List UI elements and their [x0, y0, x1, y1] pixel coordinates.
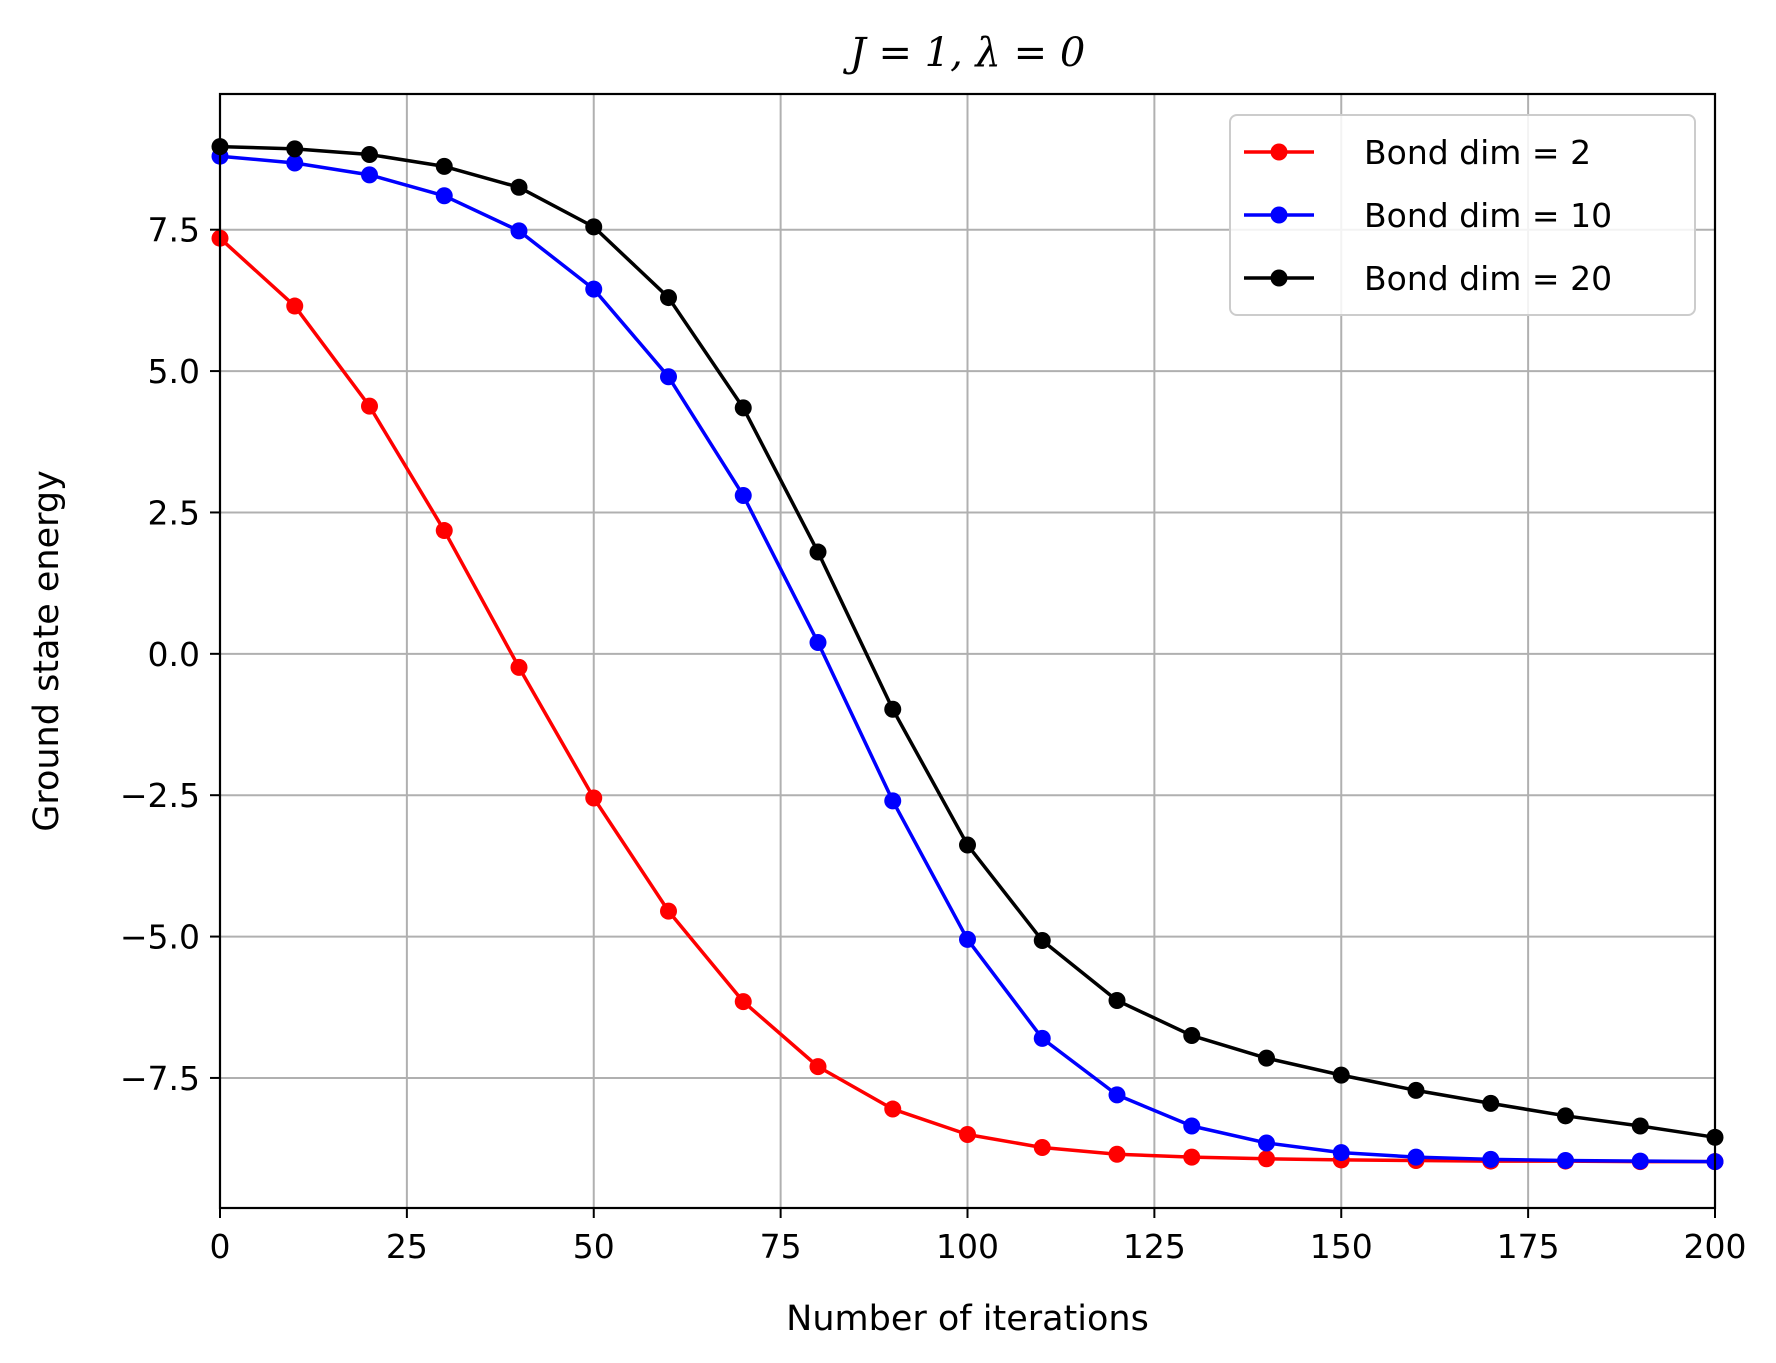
data-point [361, 397, 378, 415]
data-point [1183, 1027, 1201, 1045]
data-point [1183, 1117, 1201, 1135]
data-point [660, 368, 677, 386]
data-point [1407, 1081, 1425, 1099]
x-tick-label: 0 [210, 1227, 231, 1266]
legend-label: Bond dim = 2 [1364, 133, 1591, 172]
data-point [435, 157, 453, 175]
data-point [510, 222, 528, 240]
data-point [585, 280, 603, 298]
legend: Bond dim = 2 Bond dim = 10 Bond dim = 20 [1229, 114, 1696, 316]
data-point [809, 634, 827, 652]
y-tick-label: −2.5 [120, 776, 200, 815]
data-point [1258, 1134, 1275, 1152]
data-point [286, 140, 304, 158]
data-point [435, 187, 453, 205]
data-point [660, 289, 677, 307]
x-tick-label: 200 [1684, 1227, 1747, 1266]
data-point [1108, 991, 1126, 1009]
data-point [884, 792, 902, 810]
data-point [1482, 1094, 1500, 1112]
data-point [1258, 1150, 1275, 1168]
y-axis-label: Ground state energy [27, 470, 67, 832]
data-point [510, 178, 528, 196]
data-point [734, 993, 752, 1011]
legend-box [1229, 114, 1696, 316]
data-point [1557, 1107, 1574, 1125]
x-tick-label: 75 [760, 1227, 802, 1266]
data-point [809, 543, 827, 561]
data-point [1557, 1151, 1574, 1169]
data-point [585, 789, 603, 807]
series-group [211, 138, 1724, 1171]
data-point [884, 700, 902, 718]
data-point [585, 218, 603, 236]
y-tick-label: 5.0 [148, 352, 200, 391]
series-bond-dim-20 [211, 138, 1724, 1146]
y-tick-label: 7.5 [148, 211, 200, 250]
legend-label: Bond dim = 20 [1364, 259, 1612, 298]
data-point [1033, 932, 1051, 950]
x-tick-label: 100 [936, 1227, 999, 1266]
data-point [959, 836, 976, 854]
y-tick-label: 2.5 [148, 493, 200, 532]
data-point [361, 166, 378, 184]
x-tick-label: 150 [1310, 1227, 1373, 1266]
x-tick-label: 50 [573, 1227, 615, 1266]
x-tick-label: 125 [1123, 1227, 1186, 1266]
data-point [1631, 1117, 1649, 1135]
data-point [1407, 1148, 1425, 1166]
y-tick-label: 0.0 [148, 635, 200, 674]
data-point [1033, 1138, 1051, 1156]
data-point [884, 1100, 902, 1118]
legend-marker [1270, 206, 1288, 224]
data-point [734, 486, 752, 504]
chart-title: J = 1, λ = 0 [843, 30, 1086, 76]
data-point [660, 902, 677, 920]
data-point [286, 297, 304, 315]
legend-marker [1270, 143, 1288, 161]
data-point [435, 522, 453, 540]
legend-marker [1270, 269, 1288, 287]
data-point [1033, 1029, 1051, 1047]
data-point [1631, 1152, 1649, 1170]
data-point [1482, 1150, 1500, 1168]
data-point [959, 930, 976, 948]
data-point [361, 146, 378, 164]
data-point [1108, 1145, 1126, 1163]
data-point [1108, 1086, 1126, 1104]
y-tick-label: −5.0 [120, 918, 200, 957]
data-point [1258, 1049, 1275, 1067]
x-tick-label: 175 [1497, 1227, 1560, 1266]
x-axis-label: Number of iterations [786, 1299, 1149, 1339]
data-point [510, 658, 528, 676]
data-point [286, 154, 304, 172]
y-tick-label: −7.5 [120, 1059, 200, 1098]
data-point [1332, 1144, 1350, 1162]
data-point [809, 1058, 827, 1076]
x-tick-label: 25 [386, 1227, 428, 1266]
data-point [734, 399, 752, 417]
data-point [1183, 1148, 1201, 1166]
data-point [959, 1125, 976, 1143]
axis-ticks: 0 25 50 75 100 125 150 175 200 7.5 5.0 2.5 0.0 −2.5 −5… [120, 211, 1747, 1266]
legend-label: Bond dim = 10 [1364, 196, 1612, 235]
series-bond-dim-10 [211, 147, 1724, 1171]
data-point [1332, 1066, 1350, 1084]
grid [219, 94, 1716, 1208]
